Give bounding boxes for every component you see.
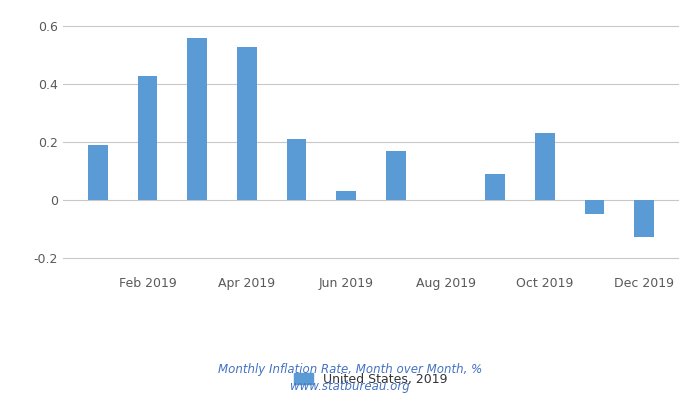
Bar [485,174,505,200]
Bar [187,38,207,200]
Bar [137,76,158,200]
Bar [634,200,655,237]
Legend: United States, 2019: United States, 2019 [289,368,453,390]
Text: www.statbureau.org: www.statbureau.org [290,380,410,393]
Bar [386,151,406,200]
Bar [237,47,257,200]
Bar [286,139,307,200]
Bar [535,133,555,200]
Bar [584,200,605,214]
Bar [336,191,356,200]
Text: Monthly Inflation Rate, Month over Month, %: Monthly Inflation Rate, Month over Month… [218,364,482,376]
Bar [88,145,108,200]
